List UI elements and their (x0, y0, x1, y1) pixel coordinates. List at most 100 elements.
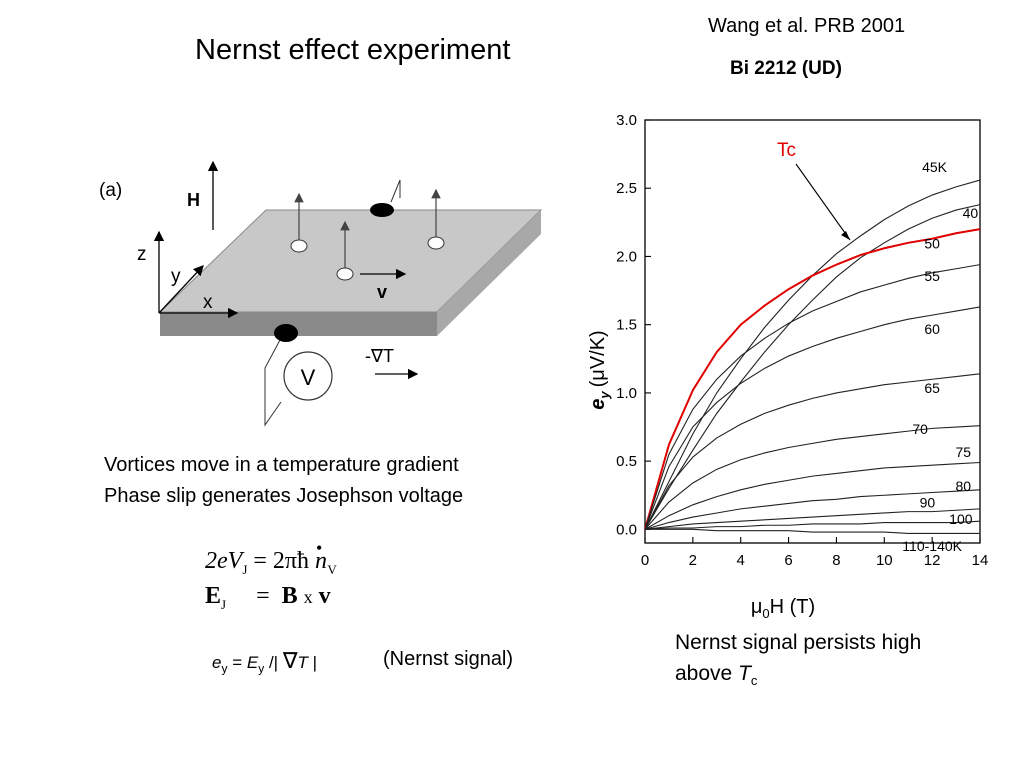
conclusion-line-1: Nernst signal persists high (675, 631, 922, 654)
conclusion-prefix: above (675, 662, 739, 685)
x-tick-label: 6 (784, 552, 792, 569)
axis-ticks: 0 2 4 6 8 10 12 14 0.0 0.5 1.0 1.5 2.0 2.5 3.0 (616, 112, 988, 569)
eq3-T: T (297, 653, 308, 672)
eq2-eq: = (256, 583, 270, 609)
eq1-lhs: 2eV (205, 548, 243, 574)
conclusion-tc: T (738, 662, 751, 685)
axis-x-label: x (203, 292, 213, 313)
nernst-setup-diagram: V H z y x v -∇T (a) (99, 160, 543, 427)
y-axis (158, 265, 204, 314)
curve-label-40: 40 (963, 205, 979, 221)
vortex-3 (427, 188, 445, 250)
sample-slab-side (437, 210, 541, 336)
citation: Wang et al. PRB 2001 (708, 15, 906, 37)
curve-label-90: 90 (920, 495, 936, 511)
curve-label-65: 65 (924, 380, 940, 396)
eq3-e: e (212, 653, 222, 672)
sample-slab-front (160, 312, 437, 336)
series-line-100 (644, 520, 981, 530)
x-axis-label: μ0H (T) (751, 596, 815, 620)
tc-annotation: Tc (777, 140, 796, 161)
y-tick-label: 2.0 (616, 248, 637, 265)
eq2-v: v (318, 583, 331, 609)
tc-arrowhead (841, 231, 850, 240)
bottom-wire (264, 339, 282, 427)
curve-label-70: 70 (912, 421, 928, 437)
curve-labels: 45K 40 50 55 60 65 70 75 80 90 100 110-140K (902, 159, 978, 554)
series-line-50 (644, 228, 981, 530)
series-line-60 (644, 306, 981, 530)
eq2-E: E (205, 583, 222, 609)
curve-label-50: 50 (924, 235, 940, 251)
y-tick-label: 1.5 (616, 317, 637, 334)
velocity-label: v (377, 282, 387, 302)
conclusion-tc-sub: c (750, 673, 758, 689)
x-tick-label: 10 (876, 552, 893, 569)
curve-label-45K: 45K (922, 159, 948, 175)
voltmeter-label: V (301, 365, 316, 390)
description-line-2: Phase slip generates Josephson voltage (104, 485, 464, 507)
eq3-e-sub: y (221, 661, 228, 676)
josephson-equation: 2eVJ = 2πħ n•V (205, 538, 337, 578)
dot-accent-icon: • (316, 538, 323, 558)
x-tick-label: 2 (689, 552, 697, 569)
y-tick-label: 0.5 (616, 453, 637, 470)
eq1-n-sub: V (327, 561, 337, 577)
y-tick-label: 0.0 (616, 521, 637, 538)
curve-label-75: 75 (955, 444, 971, 460)
x-tick-label: 8 (832, 552, 840, 569)
eq3-div: /| (268, 653, 279, 672)
description-line-1: Vortices move in a temperature gradient (104, 454, 459, 476)
axis-z-label: z (137, 244, 147, 265)
series-line-70 (644, 425, 981, 530)
series-line-110-140K (645, 528, 980, 534)
eq1-n: n (315, 548, 328, 574)
y-axis-label: ey(μV/K) (587, 330, 612, 409)
axis-y-label: y (171, 266, 181, 287)
eq3-E-sub: y (258, 661, 265, 676)
nernst-chart: 0 2 4 6 8 10 12 14 0.0 0.5 1.0 1.5 2.0 2.5 3.0 45K 40 50… (587, 112, 988, 620)
eq2-E-sub: J (221, 596, 227, 612)
eq1-lhs-sub: J (242, 561, 248, 577)
material-label: Bi 2212 (UD) (730, 58, 842, 79)
curve-label-80: 80 (955, 478, 971, 494)
x-tick-label: 12 (924, 552, 941, 569)
nernst-signal-note: (Nernst signal) (383, 648, 514, 670)
curve-label-60: 60 (924, 321, 940, 337)
eq2-cross: x (303, 587, 313, 607)
series-line-80 (644, 489, 981, 530)
series-line-75 (644, 461, 981, 530)
curve-label-55: 55 (924, 268, 940, 284)
x-tick-label: 0 (641, 552, 649, 569)
tc-arrow (795, 163, 851, 241)
top-contact (370, 203, 394, 217)
series-line-40 (644, 204, 981, 530)
eq3-eq: = (232, 653, 243, 672)
eq2-B: B (281, 583, 298, 609)
series-line-65 (644, 373, 981, 530)
vortex-1 (290, 192, 308, 253)
plot-frame (644, 119, 981, 544)
y-tick-label: 1.0 (616, 385, 637, 402)
top-wire (390, 179, 401, 203)
y-tick-label: 3.0 (616, 112, 637, 129)
slide-title: Nernst effect experiment (195, 34, 511, 66)
series-line-90 (644, 508, 981, 530)
y-tick-label: 2.5 (616, 180, 637, 197)
vortex-2 (336, 220, 354, 281)
sample-slab-top (158, 209, 543, 313)
nabla-icon: ∇ (282, 648, 298, 673)
eq1-rhs: = 2πħ (253, 548, 316, 574)
data-curves (644, 179, 981, 534)
gradient-label: -∇T (365, 346, 394, 366)
eq3-E: E (246, 653, 259, 672)
x-tick-label: 14 (972, 552, 989, 569)
series-line-55 (644, 264, 981, 530)
nernst-signal-equation: ey = Ey /| ∇T | (212, 648, 317, 675)
voltmeter (283, 351, 333, 401)
conclusion-line-2: above Tc (675, 662, 757, 688)
x-tick-label: 4 (737, 552, 745, 569)
field-label: H (187, 190, 200, 210)
eq3-bar: | (312, 653, 318, 672)
bottom-contact (274, 324, 298, 342)
